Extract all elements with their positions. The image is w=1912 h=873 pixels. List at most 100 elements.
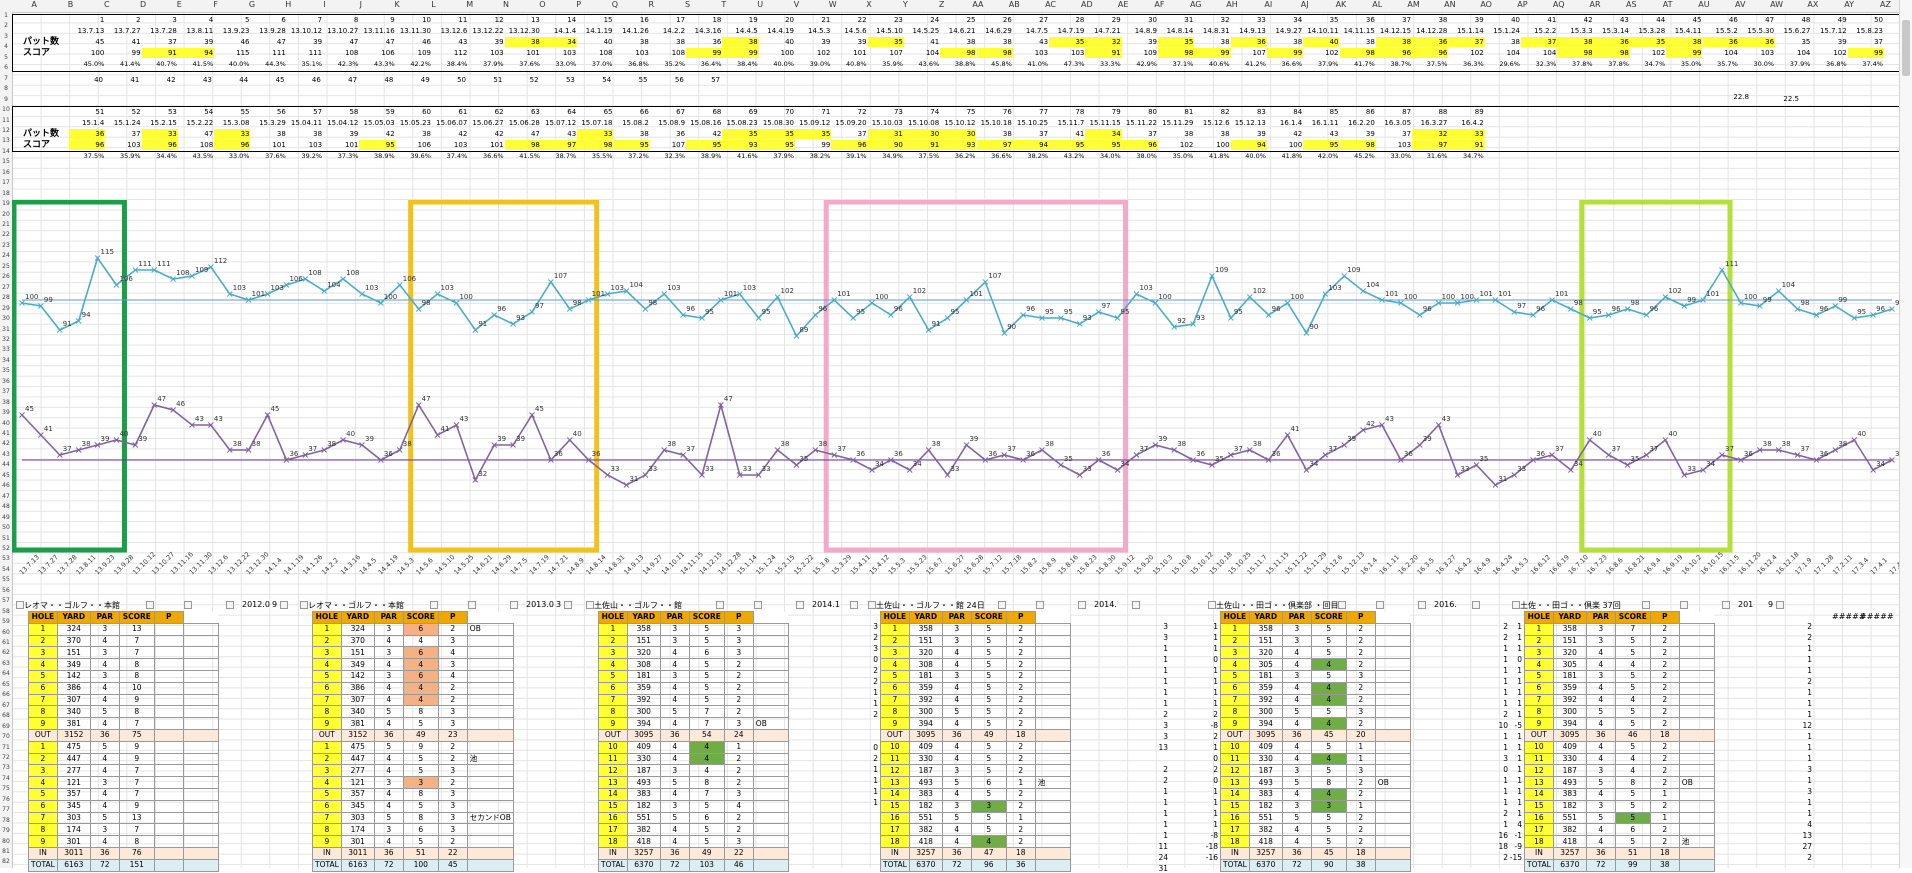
scorecard-cell[interactable]: [153, 799, 184, 813]
stats-cell[interactable]: 99: [722, 48, 759, 58]
scorecard-cell[interactable]: 5: [402, 835, 439, 848]
row-number[interactable]: 24: [2, 252, 10, 260]
scorecard-cell[interactable]: 5: [1614, 646, 1651, 660]
header-cell[interactable]: HOLE: [1220, 611, 1250, 624]
stats-cell[interactable]: 100: [1288, 141, 1303, 149]
column-letter[interactable]: AL: [1372, 0, 1383, 9]
scorecard-cell[interactable]: 4: [1281, 787, 1312, 801]
overflow-cell[interactable]: #####: [1832, 612, 1866, 621]
scorecard-cell[interactable]: 5: [688, 634, 725, 648]
stats-cell[interactable]: 75: [966, 108, 976, 116]
scorecard-cell[interactable]: 13: [880, 776, 910, 789]
scorecard-note[interactable]: [466, 823, 514, 837]
scorecard-cell[interactable]: 3: [723, 622, 754, 636]
row-number[interactable]: 45: [2, 471, 10, 479]
scorecard-cell[interactable]: 2: [437, 693, 468, 707]
stats-cell[interactable]: 98: [940, 48, 977, 58]
filter-dropdown-button[interactable]: [754, 601, 762, 609]
stats-cell[interactable]: 100: [90, 49, 105, 57]
scorecard-cell[interactable]: 36: [941, 846, 972, 860]
scorecard-cell[interactable]: 7: [118, 764, 155, 778]
left-side-value[interactable]: 0: [873, 743, 878, 752]
stats-cell[interactable]: 43.2%: [1063, 152, 1085, 160]
stats-cell[interactable]: 41: [1547, 16, 1557, 24]
stats-cell[interactable]: 14.6.29: [985, 27, 1012, 35]
stats-cell[interactable]: 41.6%: [737, 152, 758, 160]
right-side-value[interactable]: 1: [1163, 677, 1168, 686]
scorecard-cell[interactable]: 5: [1310, 811, 1347, 825]
scorecard-note[interactable]: [1374, 811, 1411, 825]
stats-cell[interactable]: 18: [712, 16, 722, 24]
stats-cell[interactable]: 91: [1448, 140, 1485, 150]
scorecard-cell[interactable]: 6: [1524, 681, 1554, 695]
scorecard-cell[interactable]: 14: [598, 787, 628, 801]
scorecard-cell[interactable]: 5: [970, 658, 1007, 671]
header-cell[interactable]: YARD: [626, 611, 661, 624]
scorecard-cell[interactable]: [153, 693, 184, 707]
scorecard-cell[interactable]: 4: [89, 799, 120, 813]
stats-cell[interactable]: 6: [281, 16, 286, 24]
scorecard-cell[interactable]: 6: [402, 646, 439, 660]
scorecard-cell[interactable]: 5: [402, 752, 439, 766]
scorecard-note[interactable]: 池: [1678, 835, 1715, 848]
scorecard-cell[interactable]: 9: [880, 717, 910, 730]
stats-cell[interactable]: 104: [1542, 49, 1557, 57]
scorecard-cell[interactable]: 4: [373, 787, 404, 801]
left-side-value[interactable]: 1: [873, 765, 878, 774]
right-side-value[interactable]: 1: [1503, 666, 1508, 675]
scorecard-cell[interactable]: 47: [970, 846, 1007, 860]
stats-cell[interactable]: 82: [1220, 108, 1230, 116]
scorecard-cell[interactable]: 36: [89, 728, 120, 742]
stats-cell[interactable]: 15.1.24: [113, 119, 141, 127]
scorecard-cell[interactable]: 4: [880, 658, 910, 671]
stats-cell[interactable]: 38: [1438, 16, 1448, 24]
row-number[interactable]: 6: [4, 64, 8, 72]
row-number[interactable]: 40: [2, 419, 10, 427]
row-number[interactable]: 35: [2, 367, 10, 375]
scorecard-cell[interactable]: 4: [1310, 787, 1347, 801]
scorecard-cell[interactable]: 475: [56, 740, 91, 754]
scorecard-cell[interactable]: 6163: [340, 858, 375, 872]
scorecard-cell[interactable]: 2: [723, 811, 754, 825]
stats-cell[interactable]: 37.2%: [628, 152, 649, 160]
stats-cell[interactable]: 50: [1874, 16, 1883, 24]
stats-cell[interactable]: 104: [925, 49, 940, 57]
stats-cell[interactable]: 13.10.27: [327, 27, 359, 35]
stats-cell[interactable]: 46: [240, 38, 250, 46]
stats-cell[interactable]: 34: [1085, 129, 1122, 139]
row-number[interactable]: 11: [2, 116, 10, 124]
stats-cell[interactable]: 38: [639, 38, 649, 46]
scorecard-cell[interactable]: 5: [970, 717, 1007, 730]
scorecard-cell[interactable]: 308: [908, 658, 943, 671]
stats-cell[interactable]: 57: [313, 108, 323, 116]
scorecard-cell[interactable]: 4: [89, 634, 120, 648]
row-number[interactable]: 16: [2, 168, 10, 176]
stats-cell[interactable]: 94: [177, 48, 215, 58]
right-side-value[interactable]: 1: [1163, 666, 1168, 675]
stats-cell[interactable]: 49: [1837, 16, 1847, 24]
stats-cell[interactable]: 36.8%: [628, 60, 649, 68]
scorecard-cell[interactable]: 4: [598, 658, 628, 671]
scorecard-note[interactable]: [1374, 669, 1411, 683]
stats-cell[interactable]: 71: [821, 108, 831, 116]
stats-cell[interactable]: 95: [758, 140, 795, 150]
header-cell[interactable]: PAR: [373, 611, 404, 624]
scorecard-note[interactable]: [182, 752, 219, 766]
column-letter[interactable]: AN: [1444, 0, 1456, 9]
stats-cell[interactable]: 41.8%: [1281, 152, 1303, 160]
stats-cell[interactable]: 34.0%: [1100, 152, 1121, 160]
row-number[interactable]: 67: [2, 701, 10, 709]
stats-cell[interactable]: 30: [903, 129, 941, 139]
scorecard-cell[interactable]: 418: [1552, 835, 1587, 848]
scorecard-cell[interactable]: 4: [373, 799, 404, 813]
scorecard-cell[interactable]: 370: [340, 634, 375, 648]
scorecard-cell[interactable]: 3: [373, 622, 404, 636]
scorecard-note[interactable]: [1374, 858, 1411, 872]
scorecard-cell[interactable]: 4: [1281, 681, 1312, 695]
scorecard-note[interactable]: [1034, 858, 1071, 872]
column-letter[interactable]: AX: [1807, 0, 1819, 9]
scorecard-cell[interactable]: 475: [340, 740, 375, 754]
row-number[interactable]: 60: [2, 628, 10, 636]
scorecard-cell[interactable]: 5: [688, 799, 725, 813]
right-side-value[interactable]: 1: [1807, 644, 1812, 653]
